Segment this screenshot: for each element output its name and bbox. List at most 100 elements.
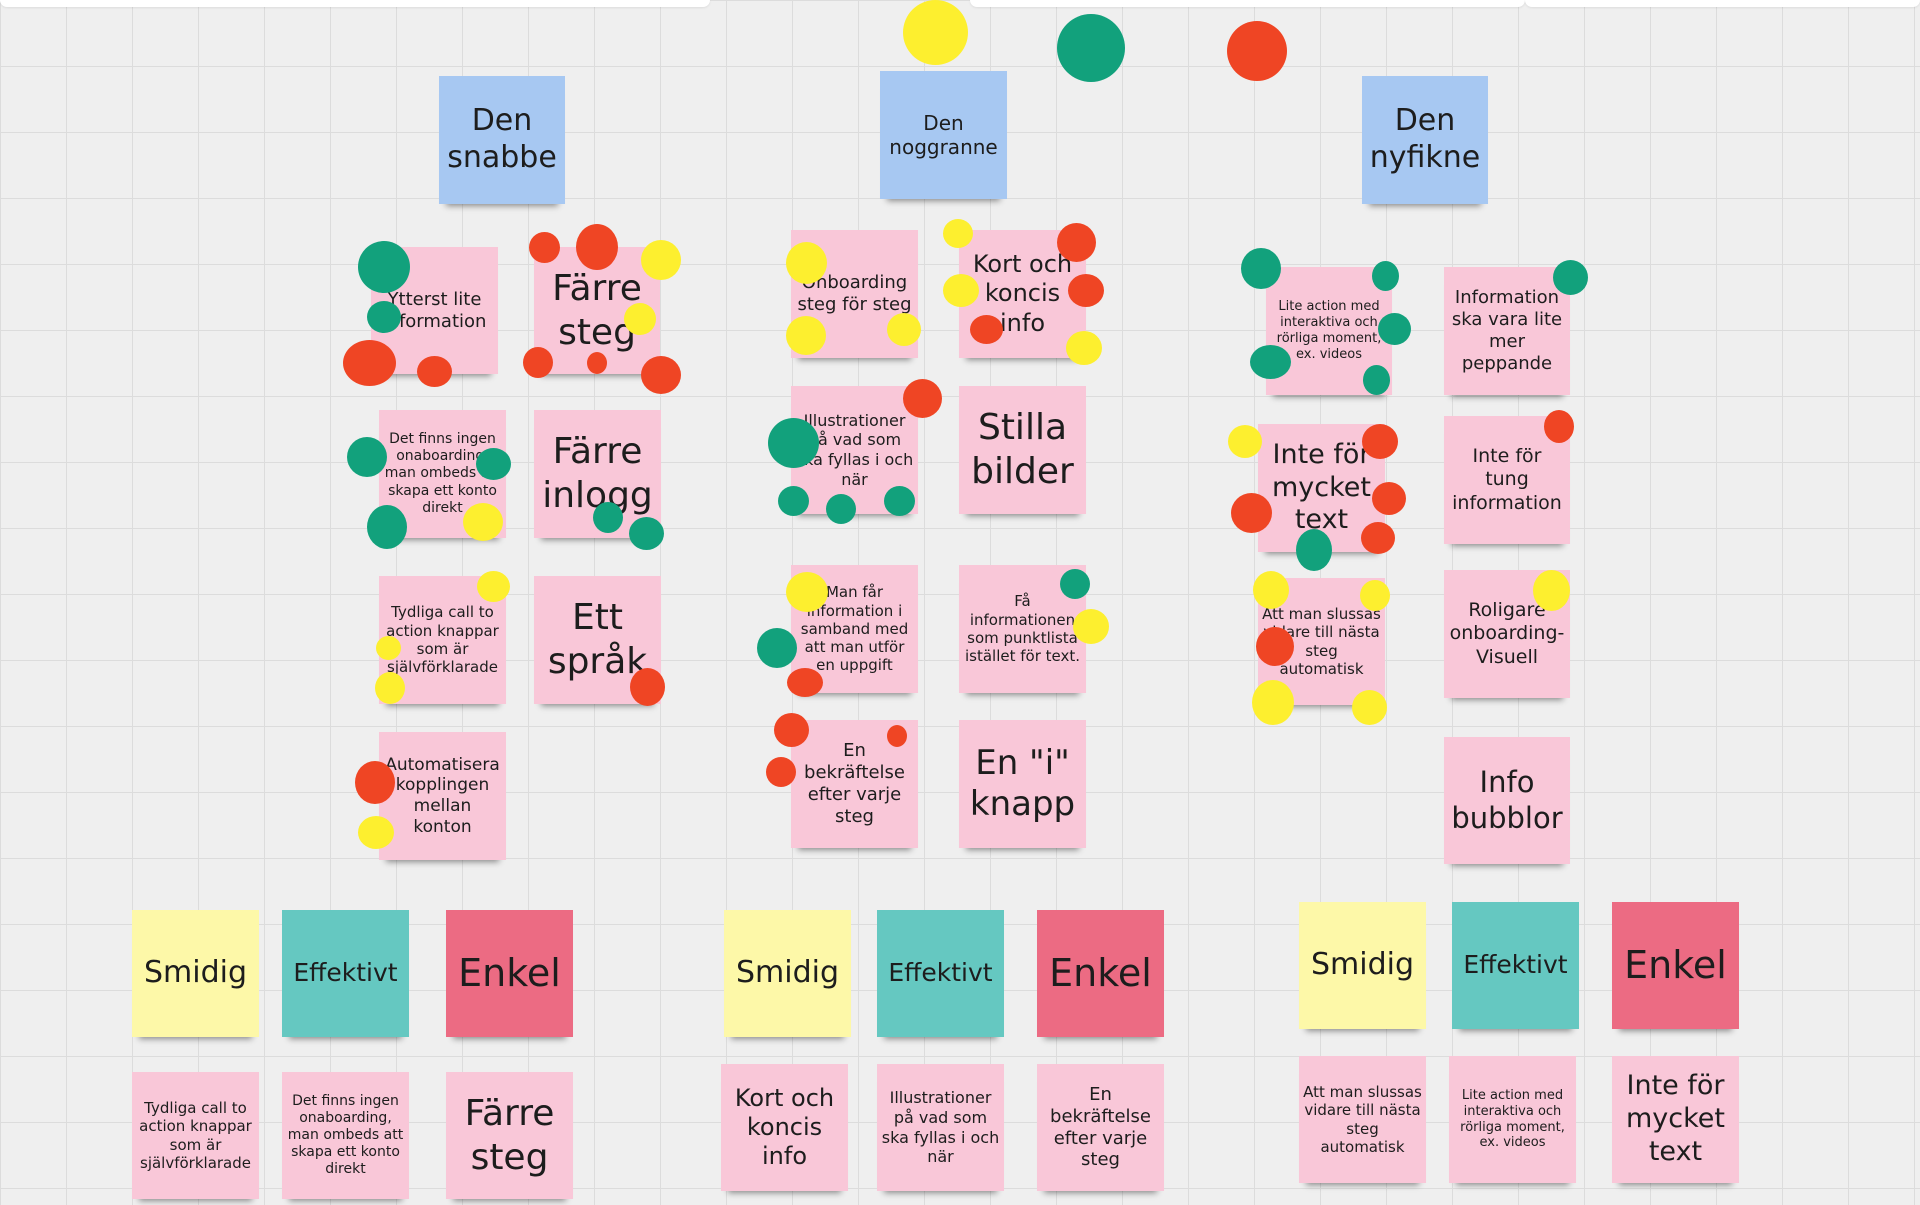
sticky-note[interactable]: Information ska vara lite mer peppande	[1444, 267, 1570, 395]
vote-dot-yellow[interactable]	[887, 313, 921, 346]
vote-dot-yellow[interactable]	[786, 572, 828, 612]
vote-dot-green[interactable]	[347, 437, 387, 477]
vote-dot-red[interactable]	[523, 347, 553, 378]
vote-dot-red[interactable]	[529, 232, 560, 263]
vote-dot-green[interactable]	[1553, 260, 1588, 295]
vote-dot-red[interactable]	[343, 340, 396, 386]
sticky-note[interactable]: Färre steg	[446, 1072, 573, 1199]
vote-dot-green[interactable]	[1363, 365, 1390, 395]
vote-dot-yellow[interactable]	[1228, 425, 1262, 458]
vote-dot-red[interactable]	[766, 757, 796, 787]
vote-dot-yellow[interactable]	[463, 503, 503, 541]
vote-dot-yellow[interactable]	[358, 816, 394, 849]
vote-dot-green[interactable]	[1241, 248, 1281, 289]
vote-dot-green[interactable]	[826, 494, 856, 524]
vote-dot-yellow[interactable]	[1252, 680, 1294, 725]
vote-dot-yellow[interactable]	[477, 571, 510, 602]
sticky-note[interactable]: Stilla bilder	[959, 386, 1086, 514]
vote-dot-yellow[interactable]	[1352, 690, 1387, 725]
vote-dot-green[interactable]	[367, 505, 407, 549]
vote-dot-red[interactable]	[903, 379, 942, 418]
vote-dot-green[interactable]	[1296, 529, 1332, 571]
sticky-note[interactable]: En bekräftelse efter varje steg	[1037, 1064, 1164, 1191]
vote-dot-green[interactable]	[476, 448, 511, 480]
sticky-note[interactable]: Det finns ingen onaboarding, man ombeds …	[282, 1072, 409, 1199]
sticky-note-category[interactable]: Smidig	[1299, 902, 1426, 1029]
toolbar-panel-right	[1525, 0, 1920, 7]
vote-dot-green[interactable]	[778, 486, 809, 516]
vote-dot-red[interactable]	[1057, 223, 1096, 262]
vote-dot-red[interactable]	[1256, 627, 1294, 666]
sticky-note[interactable]: Inte för mycket text	[1612, 1056, 1739, 1183]
vote-dot-red[interactable]	[887, 725, 907, 747]
sticky-note-category[interactable]: Effektivt	[1452, 902, 1579, 1029]
sticky-note[interactable]: Kort och koncis info	[959, 230, 1086, 358]
vote-dot-red[interactable]	[1544, 410, 1574, 443]
vote-dot-yellow[interactable]	[1066, 331, 1102, 365]
sticky-note-category[interactable]: Enkel	[446, 910, 573, 1037]
vote-dot-red[interactable]	[587, 352, 607, 374]
vote-dot-green[interactable]	[1372, 261, 1399, 291]
vote-dot-yellow[interactable]	[943, 219, 973, 248]
sticky-note[interactable]: Inte för tung information	[1444, 416, 1570, 544]
vote-dot-green[interactable]	[1378, 313, 1411, 345]
sticky-note-persona[interactable]: Den noggranne	[880, 71, 1007, 199]
vote-dot-yellow[interactable]	[903, 0, 968, 65]
vote-dot-yellow[interactable]	[375, 672, 405, 704]
sticky-note-category[interactable]: Enkel	[1612, 902, 1739, 1029]
vote-dot-yellow[interactable]	[943, 274, 979, 307]
sticky-note[interactable]: Automatisera kopplingen mellan konton	[379, 732, 506, 860]
sticky-note-category[interactable]: Enkel	[1037, 910, 1164, 1037]
vote-dot-green[interactable]	[1250, 345, 1291, 379]
vote-dot-yellow[interactable]	[1253, 571, 1289, 609]
vote-dot-red[interactable]	[1231, 493, 1272, 533]
vote-dot-green[interactable]	[358, 241, 410, 293]
sticky-note[interactable]: Lite action med interaktiva och rörliga …	[1449, 1056, 1576, 1183]
toolbar-panel-center	[970, 0, 1525, 7]
sticky-note-category[interactable]: Smidig	[132, 910, 259, 1037]
vote-dot-yellow[interactable]	[1360, 580, 1390, 611]
vote-dot-yellow[interactable]	[376, 636, 401, 660]
vote-dot-red[interactable]	[576, 224, 618, 270]
vote-dot-red[interactable]	[774, 713, 809, 747]
vote-dot-green[interactable]	[367, 301, 401, 333]
sticky-note[interactable]: En bekräftelse efter varje steg	[791, 720, 918, 848]
sticky-note[interactable]: Att man slussas vidare till nästa steg a…	[1299, 1056, 1426, 1183]
toolbar-panel-left	[0, 0, 710, 7]
sticky-note-persona[interactable]: Den nyfikne	[1362, 76, 1488, 204]
sticky-note[interactable]: En "i" knapp	[959, 720, 1086, 848]
vote-dot-yellow[interactable]	[624, 303, 656, 335]
vote-dot-red[interactable]	[1068, 274, 1104, 307]
vote-dot-green[interactable]	[1057, 14, 1125, 82]
vote-dot-red[interactable]	[787, 668, 823, 697]
sticky-note-category[interactable]: Smidig	[724, 910, 851, 1037]
vote-dot-red[interactable]	[970, 315, 1003, 344]
sticky-note[interactable]: Illustrationer på vad som ska fyllas i o…	[877, 1064, 1004, 1191]
vote-dot-red[interactable]	[1362, 424, 1398, 459]
sticky-note[interactable]: Tydliga call to action knappar som är sj…	[132, 1072, 259, 1199]
vote-dot-yellow[interactable]	[1073, 609, 1109, 644]
vote-dot-yellow[interactable]	[1533, 570, 1570, 611]
vote-dot-red[interactable]	[641, 356, 681, 394]
sticky-note[interactable]: Kort och koncis info	[721, 1064, 848, 1191]
vote-dot-red[interactable]	[630, 668, 665, 706]
vote-dot-green[interactable]	[629, 517, 664, 550]
vote-dot-yellow[interactable]	[786, 316, 826, 355]
sticky-note-persona[interactable]: Den snabbe	[439, 76, 565, 204]
vote-dot-red[interactable]	[1227, 21, 1287, 81]
vote-dot-red[interactable]	[1361, 522, 1395, 554]
vote-dot-green[interactable]	[593, 502, 623, 533]
sticky-note-category[interactable]: Effektivt	[877, 910, 1004, 1037]
vote-dot-green[interactable]	[1060, 569, 1090, 599]
vote-dot-red[interactable]	[417, 356, 452, 387]
vote-dot-green[interactable]	[768, 418, 819, 468]
vote-dot-red[interactable]	[355, 761, 395, 804]
vote-dot-red[interactable]	[1372, 482, 1406, 515]
sticky-note-category[interactable]: Effektivt	[282, 910, 409, 1037]
vote-dot-green[interactable]	[884, 486, 915, 516]
vote-dot-yellow[interactable]	[786, 242, 827, 284]
vote-dot-green[interactable]	[757, 628, 797, 668]
sticky-note[interactable]: Info bubblor	[1444, 737, 1570, 864]
vote-dot-yellow[interactable]	[641, 240, 681, 280]
